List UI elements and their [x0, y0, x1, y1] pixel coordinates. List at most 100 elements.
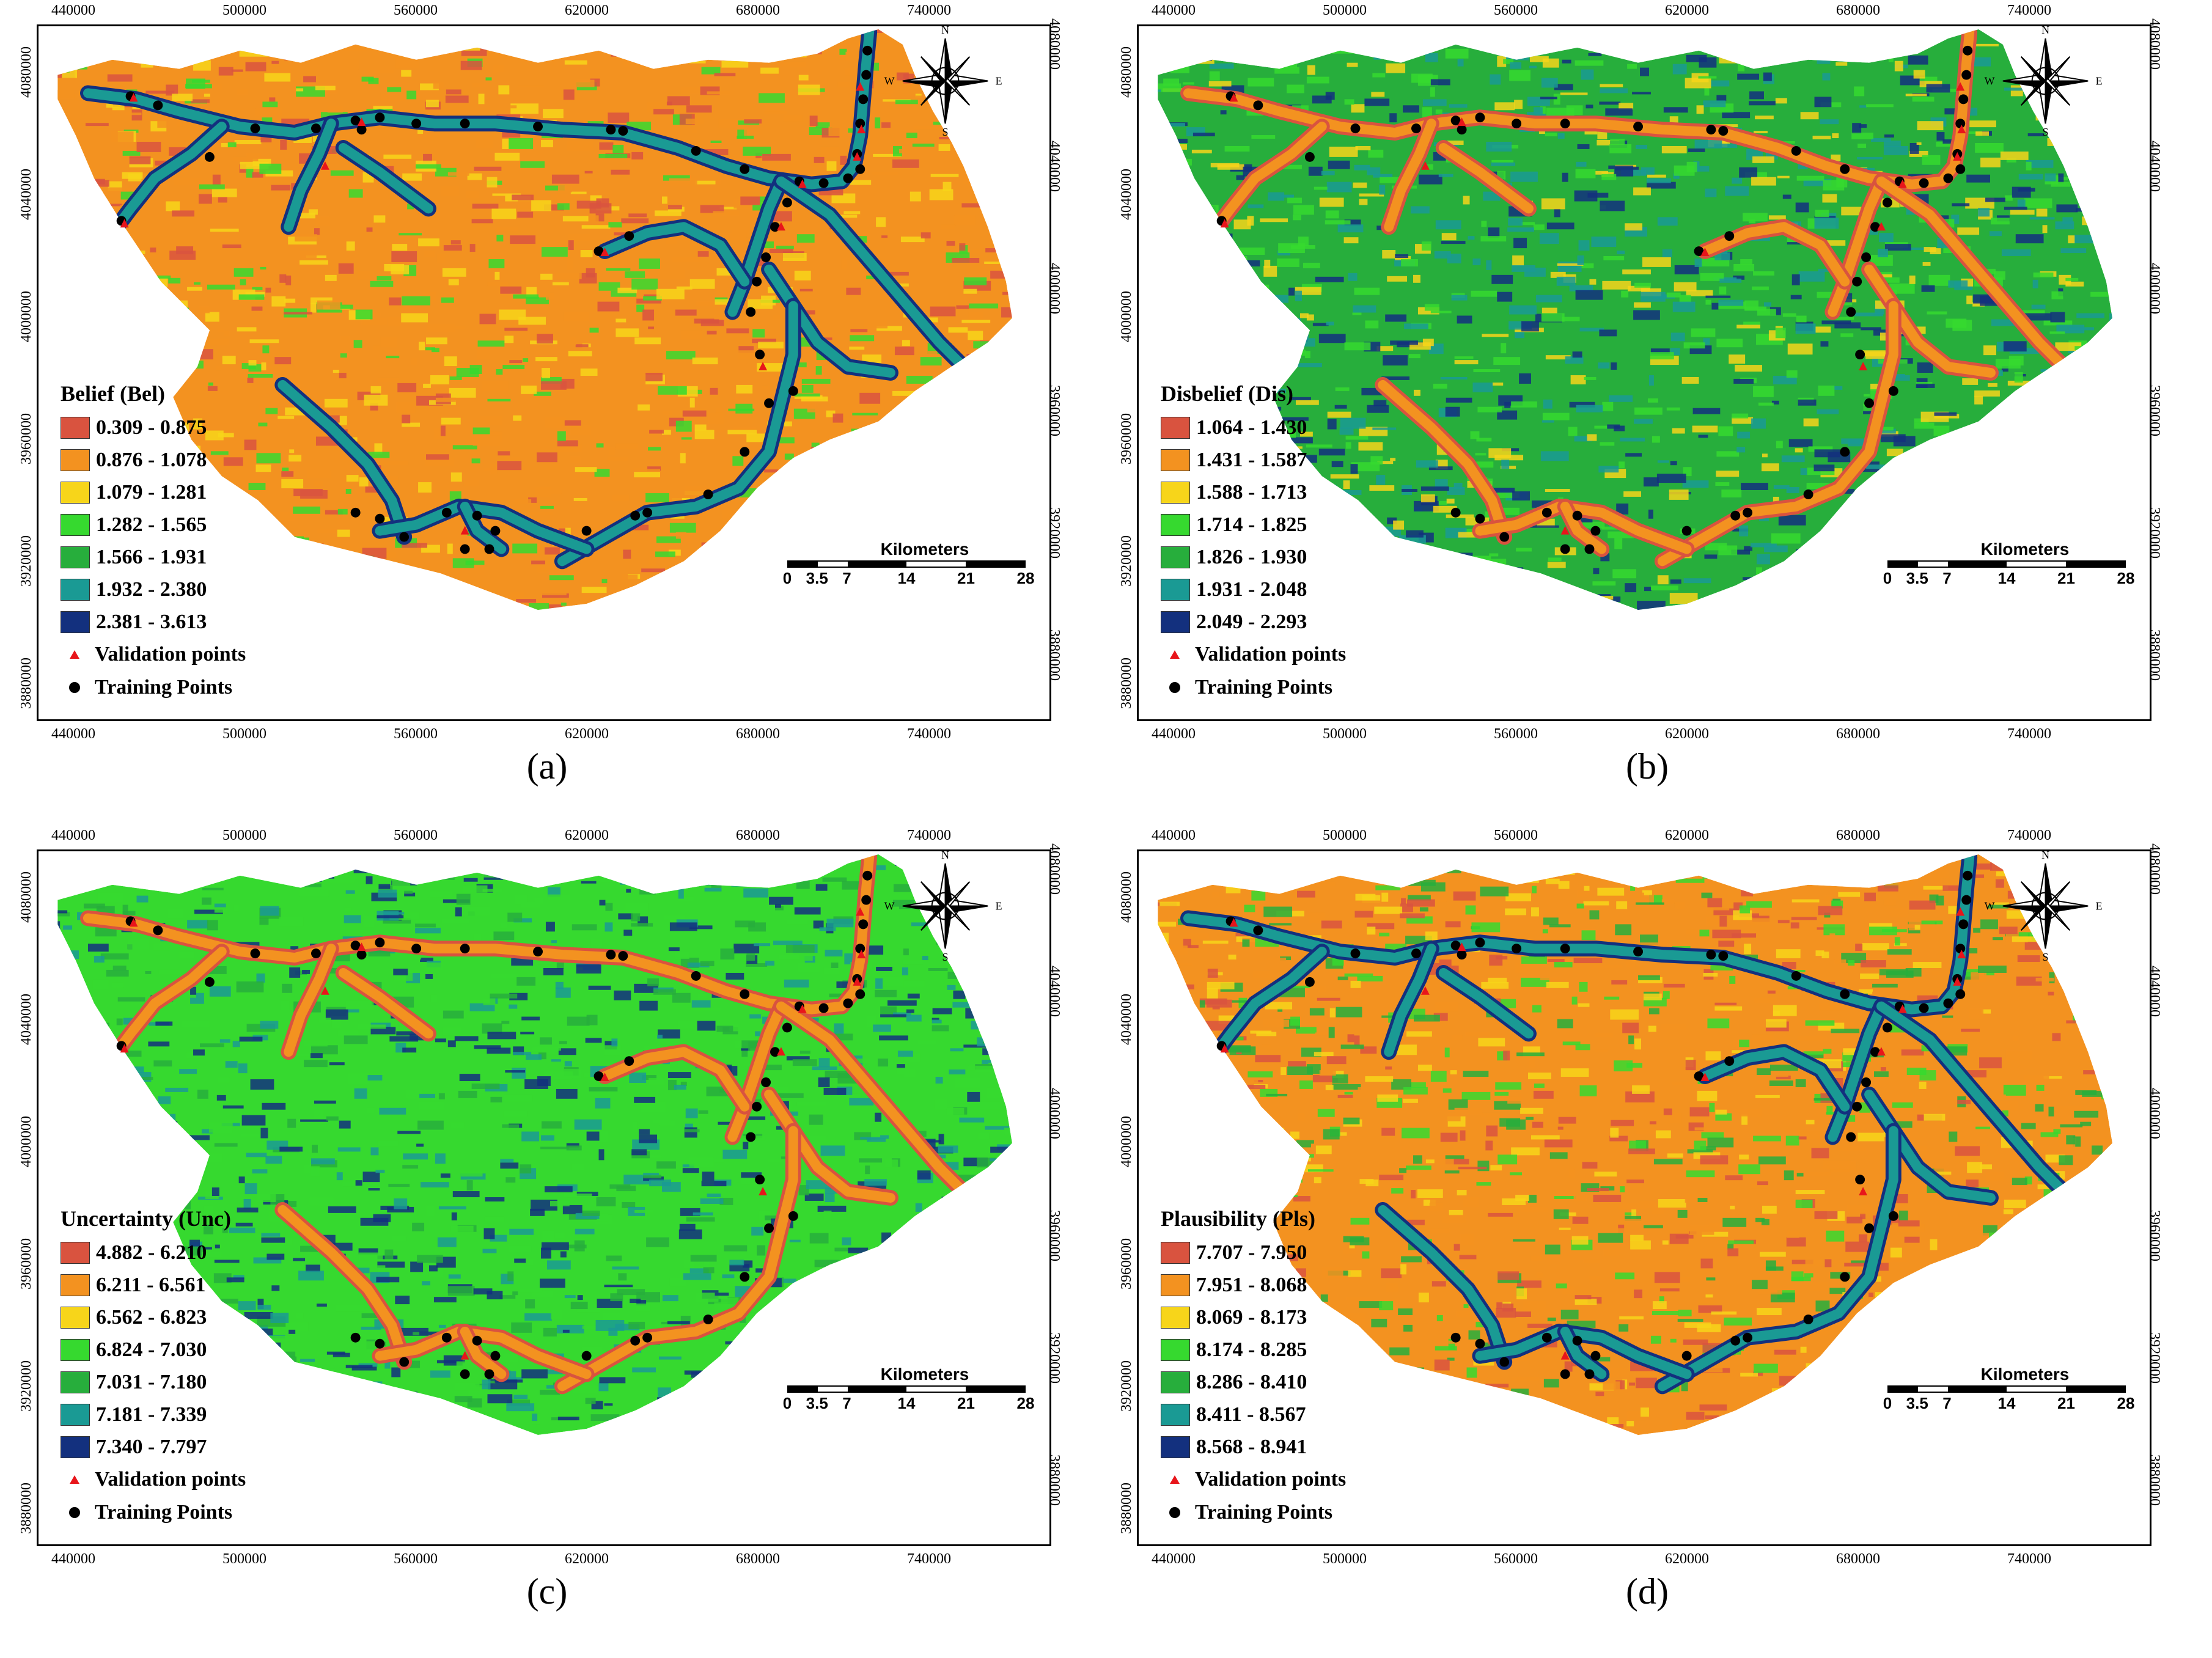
- raster-cell: [1463, 1071, 1489, 1077]
- raster-cell: [917, 1170, 931, 1180]
- raster-cell: [1587, 193, 1609, 198]
- raster-cell: [876, 967, 892, 971]
- training-point: [356, 950, 367, 960]
- raster-cell: [735, 403, 753, 414]
- raster-cell: [463, 878, 478, 882]
- raster-cell: [1318, 449, 1345, 456]
- raster-cell: [383, 154, 412, 159]
- raster-cell: [122, 172, 143, 179]
- raster-cell: [963, 1288, 983, 1294]
- raster-cell: [279, 34, 300, 43]
- raster-cell: [975, 1426, 994, 1434]
- raster-cell: [348, 189, 363, 198]
- legend-label: 0.309 - 0.875: [96, 416, 207, 439]
- raster-cell: [373, 1214, 391, 1222]
- raster-cell: [520, 1164, 532, 1174]
- raster-cell: [1883, 145, 1908, 155]
- raster-cell: [1457, 315, 1472, 324]
- raster-cell: [2008, 474, 2028, 485]
- raster-cell: [743, 888, 769, 898]
- raster-cell: [569, 456, 581, 464]
- raster-cell: [1493, 488, 1515, 493]
- raster-cell: [240, 1134, 265, 1137]
- raster-cell: [1545, 133, 1557, 137]
- raster-cell: [313, 132, 320, 142]
- x-tick-label-top: 680000: [1836, 2, 1880, 18]
- training-point: [740, 447, 750, 457]
- raster-cell: [487, 398, 511, 402]
- raster-cell: [426, 454, 449, 460]
- raster-cell: [1434, 1001, 1458, 1012]
- scale-label: 0: [782, 569, 792, 587]
- raster-cell: [1702, 606, 1709, 610]
- raster-cell: [1182, 193, 1189, 200]
- raster-cell: [939, 617, 965, 622]
- raster-cell: [218, 67, 233, 76]
- raster-cell: [585, 1398, 596, 1404]
- raster-cell: [325, 274, 337, 281]
- raster-cell: [396, 38, 417, 45]
- raster-cell: [742, 1385, 764, 1396]
- raster-cell: [848, 1247, 869, 1253]
- raster-cell: [1251, 135, 1276, 139]
- raster-cell: [1540, 451, 1569, 461]
- raster-cell: [1739, 525, 1749, 537]
- raster-cell: [337, 1030, 359, 1036]
- raster-cell: [313, 878, 322, 882]
- raster-cell: [642, 309, 655, 321]
- raster-cell: [1445, 406, 1460, 417]
- legend-item: 7.181 - 7.339: [61, 1398, 246, 1431]
- road-buffer: [557, 1126, 798, 1392]
- raster-cell: [993, 109, 1009, 113]
- raster-cell: [412, 1222, 425, 1231]
- raster-cell: [1736, 447, 1746, 453]
- raster-cell: [782, 253, 807, 261]
- raster-cell: [1183, 175, 1192, 183]
- raster-cell: [1472, 258, 1481, 265]
- raster-cell: [267, 370, 279, 373]
- raster-cell: [599, 1377, 626, 1384]
- raster-cell: [796, 362, 807, 368]
- y-tick-label-left: 3880000: [18, 1483, 34, 1534]
- raster-cell: [110, 1134, 120, 1139]
- raster-cell: [218, 197, 227, 203]
- raster-cell: [396, 47, 405, 51]
- raster-cell: [299, 260, 328, 265]
- raster-cell: [599, 142, 614, 150]
- raster-cell: [48, 1324, 57, 1330]
- raster-cell: [691, 488, 713, 491]
- raster-cell: [955, 959, 976, 970]
- raster-cell: [201, 1129, 213, 1134]
- raster-cell: [1158, 248, 1170, 254]
- raster-cell: [415, 923, 436, 928]
- raster-cell: [153, 1060, 172, 1067]
- raster-cell: [96, 906, 115, 914]
- raster-cell: [721, 61, 749, 68]
- raster-cell: [263, 554, 291, 565]
- training-point: [606, 950, 616, 960]
- raster-cell: [537, 1076, 551, 1086]
- raster-cell: [199, 419, 207, 424]
- raster-cell: [1327, 411, 1351, 418]
- raster-cell: [555, 987, 571, 998]
- raster-cell: [211, 1187, 219, 1197]
- raster-cell: [616, 1186, 636, 1192]
- raster-cell: [862, 461, 872, 465]
- raster-cell: [641, 568, 665, 573]
- raster-cell: [337, 529, 350, 537]
- training-point: [782, 1022, 792, 1033]
- raster-cell: [661, 196, 667, 204]
- map-frame: N S E W Disbelief (Dis) 1.064 - 1.430 1.431 - …: [1137, 24, 2151, 721]
- raster-cell: [557, 203, 570, 210]
- raster-cell: [590, 939, 603, 947]
- raster-cell: [1641, 50, 1652, 59]
- raster-cell: [346, 475, 359, 482]
- raster-cell: [500, 923, 507, 929]
- raster-cell: [2013, 508, 2025, 518]
- raster-cell: [509, 1245, 532, 1252]
- raster-cell: [1926, 84, 1950, 93]
- raster-cell: [2012, 186, 2031, 198]
- raster-cell: [743, 146, 771, 156]
- raster-cell: [1975, 131, 1990, 136]
- raster-cell: [1892, 1337, 1920, 1342]
